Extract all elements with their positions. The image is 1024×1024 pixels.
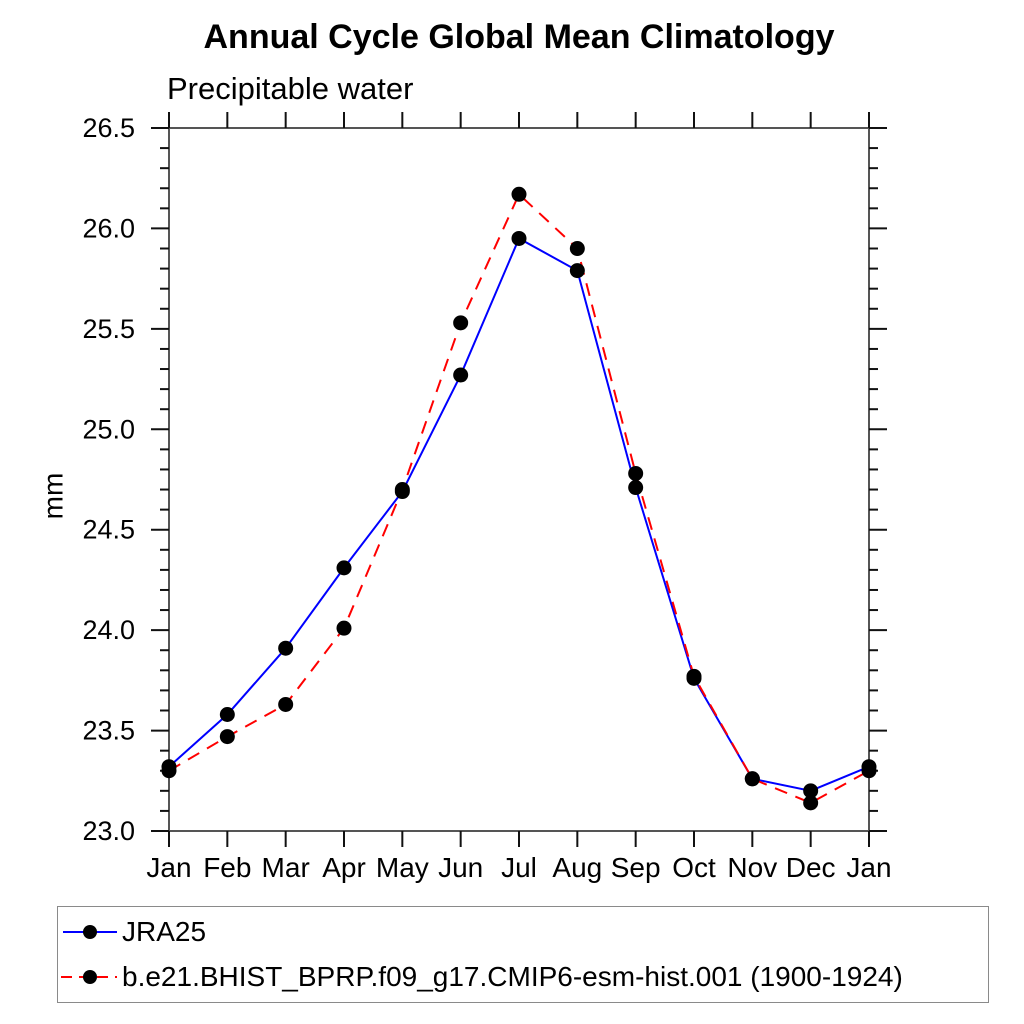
chart-subtitle: Precipitable water <box>167 71 414 106</box>
y-tick-label: 23.0 <box>82 816 135 846</box>
y-tick-label: 26.0 <box>82 213 135 243</box>
series-line-0 <box>168 237 870 792</box>
x-tick-label: Aug <box>552 852 602 883</box>
data-point-marker-1 <box>161 763 177 779</box>
data-point-marker-0 <box>278 640 294 656</box>
data-point-marker-0 <box>569 263 585 279</box>
x-tick-label: May <box>376 852 429 883</box>
series-line-1 <box>168 192 870 804</box>
x-tick-label: Nov <box>727 852 777 883</box>
data-point-marker-1 <box>569 241 585 257</box>
y-tick-label: 24.5 <box>82 515 135 545</box>
x-tick-label: Sep <box>611 852 661 883</box>
legend-box: JRA25 b.e21.BHIST_BPRP.f09_g17.CMIP6-esm… <box>57 906 989 1003</box>
data-point-marker-0 <box>336 560 352 576</box>
data-point-marker-1 <box>219 729 235 745</box>
y-tick-label: 24.0 <box>82 615 135 645</box>
data-point-marker-0 <box>511 230 527 246</box>
data-point-marker-0 <box>219 707 235 723</box>
chart-title: Annual Cycle Global Mean Climatology <box>203 18 835 56</box>
y-tick-label: 25.0 <box>82 414 135 444</box>
data-point-marker-1 <box>394 482 410 498</box>
legend-line-sample-solid <box>63 925 117 940</box>
legend-label-model: b.e21.BHIST_BPRP.f09_g17.CMIP6-esm-hist.… <box>122 960 903 992</box>
y-tick-label: 25.5 <box>82 314 135 344</box>
x-tick-label: Jul <box>501 852 537 883</box>
legend-item-jra25: JRA25 <box>58 913 988 951</box>
x-tick-label: Oct <box>672 852 716 883</box>
data-point-marker-0 <box>453 367 469 383</box>
legend-item-model: b.e21.BHIST_BPRP.f09_g17.CMIP6-esm-hist.… <box>58 958 988 996</box>
y-tick-label: 26.5 <box>82 113 135 143</box>
legend-marker-dot <box>83 969 97 984</box>
data-point-marker-1 <box>453 315 469 331</box>
data-point-marker-1 <box>686 668 702 684</box>
x-tick-label: Mar <box>262 852 310 883</box>
data-point-marker-1 <box>628 465 644 481</box>
x-tick-label: Apr <box>322 852 366 883</box>
legend-marker-dot <box>83 925 97 940</box>
data-point-marker-1 <box>803 795 819 811</box>
x-tick-label: Jun <box>438 852 483 883</box>
data-point-marker-0 <box>803 783 819 799</box>
x-tick-label: Feb <box>203 852 251 883</box>
x-tick-label: Jan <box>146 852 191 883</box>
data-point-marker-1 <box>511 186 527 202</box>
y-tick-label: 23.5 <box>82 716 135 746</box>
x-tick-label: Jan <box>846 852 891 883</box>
legend-label-jra25: JRA25 <box>122 916 207 948</box>
data-point-marker-1 <box>744 771 760 787</box>
data-point-marker-1 <box>861 763 877 779</box>
legend-line-sample-dashed <box>61 969 117 984</box>
data-point-marker-1 <box>278 696 294 712</box>
x-tick-label: Dec <box>786 852 836 883</box>
data-point-marker-0 <box>628 480 644 496</box>
data-point-marker-1 <box>336 620 352 636</box>
